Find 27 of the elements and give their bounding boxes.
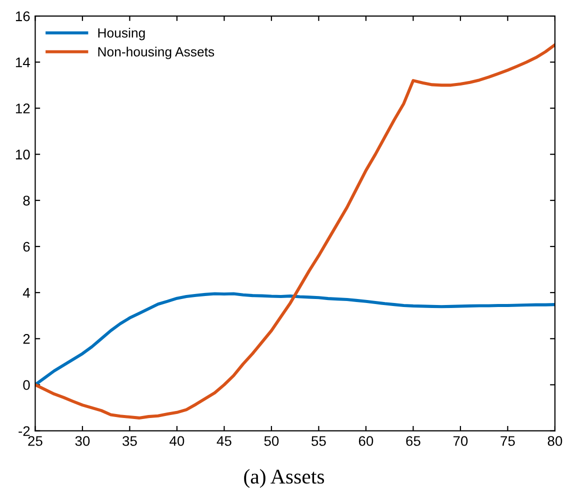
y-tick-label: -2 bbox=[18, 426, 30, 436]
x-tick-label: 70 bbox=[453, 436, 468, 446]
x-tick-label: 30 bbox=[75, 436, 90, 446]
x-tick-label: 45 bbox=[216, 436, 232, 446]
x-tick-label: 65 bbox=[406, 436, 420, 446]
y-tick-label: 8 bbox=[23, 196, 30, 206]
x-tick-label: 50 bbox=[264, 436, 279, 446]
x-tick-label: 25 bbox=[28, 436, 42, 446]
y-tick-label: 14 bbox=[16, 58, 30, 68]
legend-label: Housing bbox=[98, 28, 145, 40]
x-tick-label: 60 bbox=[358, 436, 374, 446]
y-tick-label: 10 bbox=[16, 150, 30, 160]
y-tick-label: 4 bbox=[22, 288, 30, 298]
legend-label: Non-housing Assets bbox=[98, 46, 214, 60]
y-tick-label: 12 bbox=[16, 104, 30, 114]
x-tick-label: 80 bbox=[548, 436, 562, 446]
text: (a) Assets bbox=[244, 469, 324, 488]
line-series bbox=[35, 43, 555, 420]
y-tick-label: 16 bbox=[16, 11, 30, 22]
x-tick-label: 75 bbox=[500, 436, 515, 446]
y-tick-label: 2 bbox=[23, 334, 30, 344]
x-tick-label: 55 bbox=[312, 436, 326, 446]
line-series bbox=[35, 292, 555, 386]
x-tick-label: 40 bbox=[170, 436, 184, 446]
x-tick-label: 35 bbox=[122, 436, 137, 446]
y-tick-label: 6 bbox=[23, 242, 30, 252]
y-tick-label: 0 bbox=[23, 380, 30, 390]
